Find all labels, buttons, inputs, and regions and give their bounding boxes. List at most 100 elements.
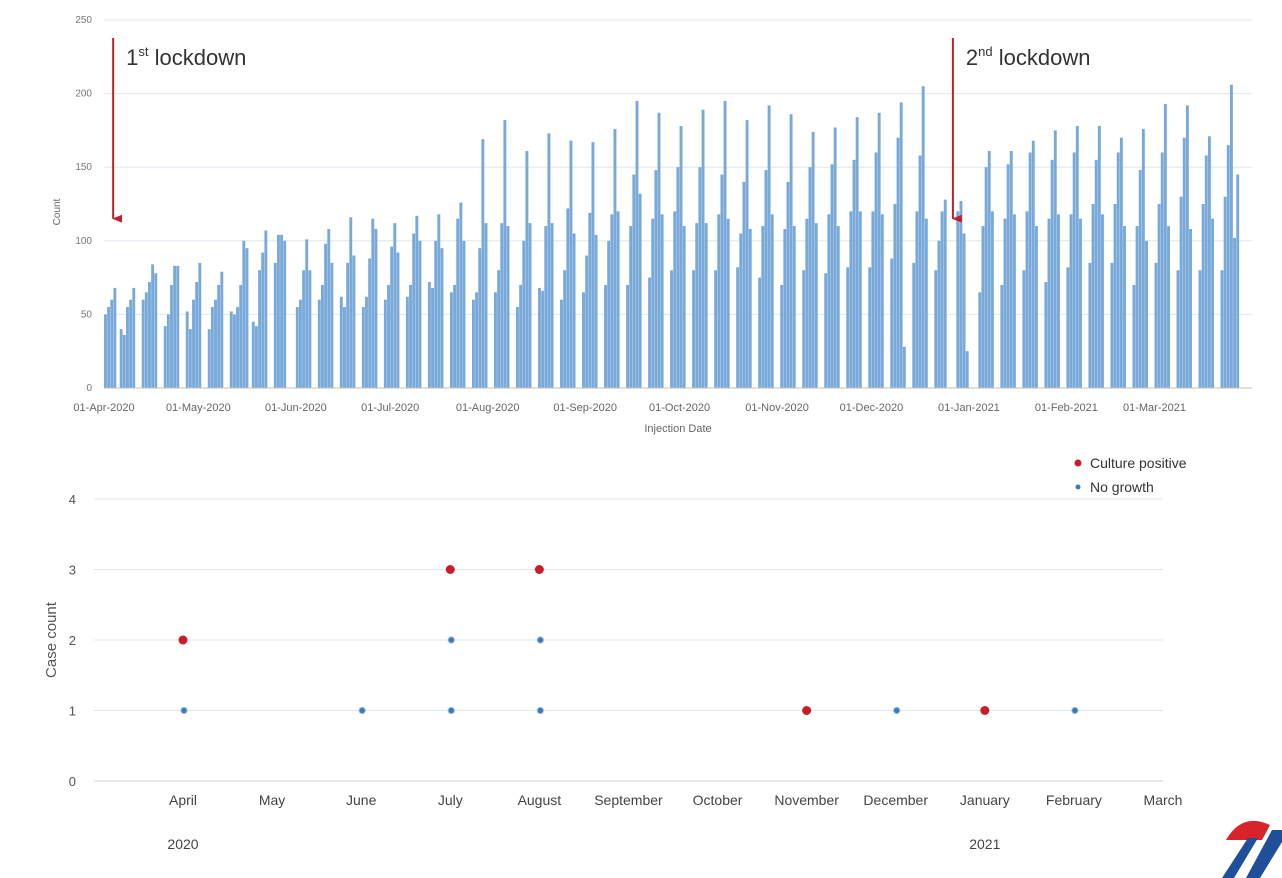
- bar: [563, 270, 567, 388]
- x-tick-label: April: [169, 792, 197, 808]
- bar: [151, 264, 155, 388]
- bar: [726, 218, 730, 388]
- year-label: 2020: [167, 836, 198, 852]
- bar: [418, 240, 422, 388]
- bar: [987, 151, 991, 388]
- bar: [874, 152, 878, 388]
- bar: [1157, 204, 1161, 388]
- x-tick-label: 01-Nov-2020: [745, 402, 809, 414]
- bar: [1022, 270, 1026, 388]
- bar: [396, 252, 400, 388]
- x-tick-label: 01-Apr-2020: [73, 402, 134, 414]
- bar: [1135, 226, 1139, 388]
- bar: [852, 159, 856, 388]
- bar: [126, 307, 129, 388]
- bar: [802, 270, 806, 388]
- no-growth-point: [536, 706, 545, 715]
- logo-blue-stripe: [1222, 838, 1258, 878]
- bar: [1223, 196, 1227, 388]
- y-tick-label: 0: [86, 383, 92, 394]
- lockdown-label: 1st lockdown: [126, 44, 246, 70]
- bar: [594, 234, 598, 388]
- bar: [104, 314, 107, 388]
- bar: [516, 307, 519, 388]
- x-tick-label: 01-Dec-2020: [840, 402, 904, 414]
- bar: [770, 214, 774, 388]
- bar: [1075, 125, 1079, 388]
- bar: [471, 299, 475, 388]
- bar: [846, 267, 850, 388]
- x-tick-label: 01-Jan-2021: [938, 402, 1000, 414]
- bar: [764, 170, 768, 388]
- bar: [1003, 218, 1007, 388]
- bar: [254, 326, 258, 388]
- bar: [937, 240, 941, 388]
- bar: [918, 155, 922, 388]
- bar: [560, 299, 563, 388]
- bar: [959, 201, 963, 388]
- bar: [166, 314, 170, 388]
- bar: [528, 223, 532, 388]
- bar: [1034, 226, 1038, 388]
- bar: [110, 299, 114, 388]
- x-tick-label: December: [863, 792, 928, 808]
- top-y-tick-labels: 0 50 100 150 200 250: [75, 15, 92, 394]
- bar: [541, 290, 545, 388]
- bar: [1141, 128, 1145, 388]
- bar: [251, 321, 255, 388]
- bar: [232, 314, 236, 388]
- bar: [405, 296, 409, 388]
- x-tick-label: May: [259, 792, 285, 808]
- bar: [814, 223, 818, 388]
- bar: [330, 262, 334, 388]
- bar: [1229, 84, 1233, 389]
- bar: [217, 284, 221, 388]
- bar: [497, 270, 501, 388]
- bar: [695, 223, 699, 388]
- bar: [173, 265, 177, 388]
- bar: [1044, 282, 1048, 388]
- bar: [1110, 262, 1114, 388]
- lockdown-label: 2nd lockdown: [966, 44, 1091, 70]
- bar: [783, 229, 787, 388]
- bar: [361, 307, 365, 388]
- bar: [264, 230, 268, 388]
- bar: [170, 284, 173, 388]
- bar: [588, 212, 592, 388]
- x-tick-label: 01-May-2020: [166, 402, 231, 414]
- bar: [393, 223, 397, 388]
- bar: [880, 214, 884, 388]
- bar: [1000, 284, 1004, 388]
- bar: [308, 270, 312, 388]
- bar: [748, 229, 752, 388]
- year-label: 2021: [969, 836, 1000, 852]
- bar: [453, 284, 457, 388]
- bar: [374, 229, 378, 388]
- bar: [346, 262, 350, 388]
- y-tick-label: 150: [75, 162, 92, 173]
- bar: [670, 270, 674, 388]
- x-tick-label: 01-Aug-2020: [456, 402, 520, 414]
- y-tick-label: 250: [75, 15, 92, 26]
- bar: [343, 307, 346, 388]
- top-x-tick-labels: 01-Apr-2020 01-May-2020 01-Jun-2020 01-Jul-…: [73, 402, 1186, 414]
- bar: [1182, 137, 1186, 388]
- bar: [858, 211, 862, 388]
- bar: [626, 284, 629, 388]
- bar: [638, 193, 642, 388]
- x-tick-label: June: [346, 792, 377, 808]
- corner-logo: [1222, 820, 1282, 878]
- bar: [506, 226, 510, 388]
- x-tick-label: March: [1144, 792, 1183, 808]
- y-tick-label: 1: [69, 704, 76, 719]
- bar: [836, 226, 840, 388]
- bar: [412, 233, 416, 388]
- top-y-axis-label: Count: [52, 198, 63, 225]
- bar: [229, 311, 233, 388]
- bar: [1123, 226, 1126, 388]
- bar: [657, 112, 661, 389]
- bar: [475, 292, 479, 388]
- bar: [924, 218, 928, 388]
- bar: [198, 262, 202, 388]
- bar: [437, 214, 441, 388]
